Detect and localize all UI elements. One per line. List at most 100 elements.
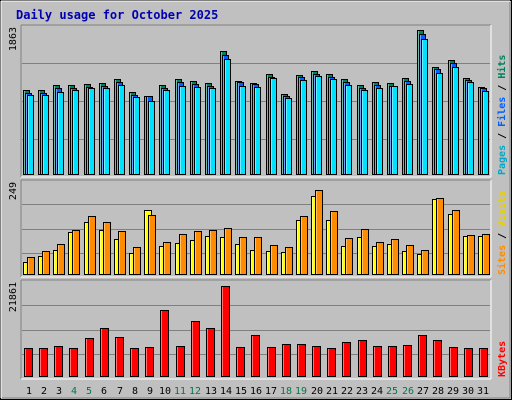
bar-sites-day-8 — [133, 247, 141, 275]
bar-sites-day-13 — [209, 230, 217, 275]
x-tick-label-30: 30 — [462, 386, 474, 397]
bar-sites-day-25 — [391, 239, 399, 275]
legend-entry: KBytes — [497, 341, 508, 377]
x-tick-label-29: 29 — [447, 386, 459, 397]
x-tick-label-22: 22 — [341, 386, 353, 397]
bar-sites-day-7 — [118, 231, 126, 275]
bar-pages-day-17 — [270, 78, 277, 175]
bar-pages-day-18 — [285, 98, 292, 175]
bar-pages-day-25 — [391, 86, 398, 175]
bar-kbytes-day-13 — [206, 328, 215, 377]
bar-pages-day-22 — [345, 85, 352, 175]
bar-pages-day-20 — [315, 76, 322, 175]
bar-kbytes-day-21 — [327, 348, 336, 377]
chart-title: Daily usage for October 2025 — [16, 8, 218, 22]
bar-sites-day-22 — [345, 238, 353, 275]
bar-sites-day-23 — [361, 229, 369, 275]
x-tick-label-12: 12 — [189, 386, 201, 397]
bar-pages-day-2 — [42, 95, 49, 175]
bar-kbytes-day-6 — [100, 328, 109, 377]
bar-sites-day-15 — [239, 237, 247, 275]
bar-sites-day-9 — [148, 215, 156, 275]
bar-pages-day-3 — [57, 92, 64, 175]
legend-entry: Pages — [497, 145, 508, 175]
bar-sites-day-31 — [482, 234, 490, 275]
bar-kbytes-day-10 — [160, 310, 169, 377]
bar-kbytes-day-29 — [449, 347, 458, 377]
x-tick-label-18: 18 — [280, 386, 292, 397]
x-tick-label-3: 3 — [56, 386, 62, 397]
x-tick-label-4: 4 — [71, 386, 77, 397]
x-tick-label-10: 10 — [159, 386, 171, 397]
bar-kbytes-day-17 — [267, 347, 276, 377]
bar-pages-day-4 — [72, 90, 79, 175]
x-tick-label-20: 20 — [311, 386, 323, 397]
legend-entry: Files — [496, 97, 508, 127]
x-tick-label-28: 28 — [432, 386, 444, 397]
bar-sites-day-29 — [452, 210, 460, 275]
bar-sites-day-6 — [103, 222, 111, 275]
bar-sites-day-11 — [179, 234, 187, 275]
bar-sites-day-30 — [467, 235, 475, 275]
x-tick-label-19: 19 — [295, 386, 307, 397]
panel-visits: 249 Sites / Visits — [8, 179, 508, 278]
bar-pages-day-21 — [330, 79, 337, 175]
legend-entry: Sites — [496, 245, 508, 275]
bar-pages-day-6 — [103, 88, 110, 175]
panel-hits-legend: Pages / Files / Hits — [496, 55, 508, 175]
bar-pages-day-16 — [254, 87, 261, 175]
x-tick-label-21: 21 — [326, 386, 338, 397]
x-tick-label-26: 26 — [402, 386, 414, 397]
bar-sites-day-14 — [224, 228, 232, 275]
bar-sites-day-5 — [88, 216, 96, 275]
bar-sites-day-27 — [421, 250, 429, 275]
bar-pages-day-28 — [436, 73, 443, 175]
bar-sites-day-24 — [376, 242, 384, 275]
bar-pages-day-7 — [118, 85, 125, 175]
bar-pages-day-15 — [239, 86, 246, 175]
bar-kbytes-day-30 — [464, 348, 473, 377]
bar-kbytes-day-12 — [191, 321, 200, 377]
bar-pages-day-19 — [300, 80, 307, 175]
bar-sites-day-1 — [27, 257, 35, 275]
x-tick-label-27: 27 — [417, 386, 429, 397]
bar-kbytes-day-18 — [282, 344, 291, 377]
bar-pages-day-11 — [179, 86, 186, 175]
bar-kbytes-day-7 — [115, 337, 124, 377]
panel-kbytes-ymax-label: 21861 — [8, 282, 19, 312]
x-tick-label-9: 9 — [147, 386, 153, 397]
bar-pages-day-29 — [452, 67, 459, 175]
legend-entry: Visits — [496, 191, 508, 227]
bar-sites-day-10 — [163, 242, 171, 275]
panel-visits-ymax-label: 249 — [8, 182, 19, 200]
panel-kbytes-legend: KBytes — [497, 341, 508, 377]
bar-pages-day-23 — [361, 90, 368, 175]
x-tick-label-11: 11 — [174, 386, 186, 397]
bar-pages-day-13 — [209, 88, 216, 175]
bar-pages-day-26 — [406, 84, 413, 175]
bar-sites-day-20 — [315, 190, 323, 275]
bar-sites-day-4 — [72, 230, 80, 275]
bar-sites-day-26 — [406, 245, 414, 275]
bar-kbytes-day-3 — [54, 346, 63, 377]
x-tick-label-15: 15 — [235, 386, 247, 397]
bar-pages-day-24 — [376, 88, 383, 175]
bar-kbytes-day-16 — [251, 335, 260, 377]
legend-entry: / — [497, 127, 508, 145]
bar-pages-day-10 — [163, 90, 170, 175]
bar-kbytes-day-22 — [342, 342, 351, 377]
bar-kbytes-day-4 — [69, 348, 78, 377]
x-tick-label-31: 31 — [477, 386, 489, 397]
bar-kbytes-day-24 — [373, 346, 382, 377]
bar-pages-day-12 — [194, 87, 201, 175]
bar-pages-day-14 — [224, 59, 231, 175]
bar-kbytes-day-19 — [297, 344, 306, 377]
bar-sites-day-21 — [330, 211, 338, 275]
bar-kbytes-day-25 — [388, 346, 397, 377]
legend-entry: / — [497, 227, 508, 245]
bar-kbytes-day-11 — [176, 346, 185, 377]
bar-kbytes-day-27 — [418, 335, 427, 377]
x-tick-label-24: 24 — [371, 386, 383, 397]
bar-kbytes-day-2 — [39, 348, 48, 377]
